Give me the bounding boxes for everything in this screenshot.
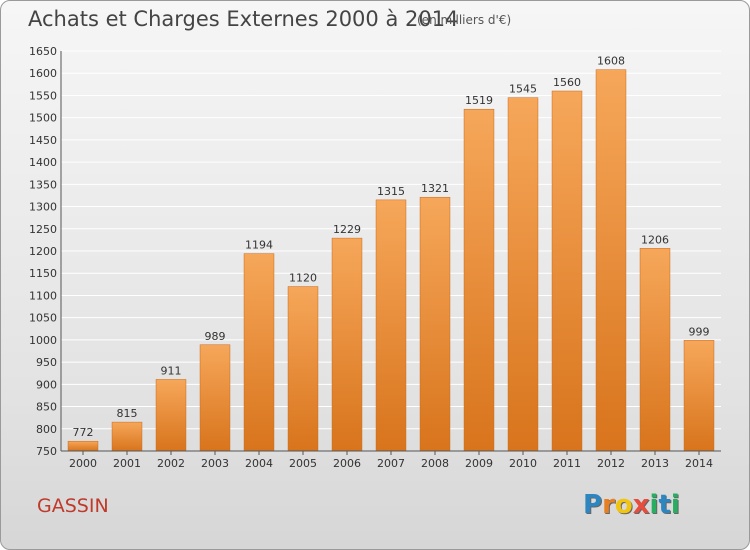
y-tick-label: 950 [36,356,57,369]
logo-letter: P [583,490,603,520]
bar [639,248,671,452]
y-tick-label: 1600 [29,67,57,80]
y-tick-label: 800 [36,423,57,436]
logo-letter: r [602,490,615,520]
bar [67,440,99,452]
y-tick-label: 1200 [29,245,57,258]
data-label: 1560 [553,76,581,89]
x-tick-label: 2008 [421,457,449,470]
data-label: 1545 [509,83,537,96]
data-label: 772 [73,426,94,439]
x-tick-label: 2004 [245,457,273,470]
bar [507,97,539,452]
bar [551,90,583,452]
bar [375,199,407,452]
bars: 772 815 911 989 1194 1120 1229 1315 1321 1519 1545… [67,55,715,452]
x-tick-label: 2013 [641,457,669,470]
logo-letter: o [614,490,633,520]
y-tick-label: 900 [36,378,57,391]
y-tick-label: 1250 [29,223,57,236]
y-tick-label: 1000 [29,334,57,347]
bar [111,421,143,452]
x-tick-label: 2014 [685,457,713,470]
bar [199,344,231,452]
y-tick-label: 1300 [29,201,57,214]
data-label: 1608 [597,55,625,68]
data-label: 1120 [289,272,317,285]
y-tick-label: 1650 [29,45,57,58]
commune-name: GASSIN [37,495,109,517]
bar [419,196,451,452]
y-tick-label: 1450 [29,134,57,147]
y-tick-label: 750 [36,445,57,458]
bar [243,253,275,452]
data-label: 989 [205,330,226,343]
bar [595,69,627,452]
data-label: 1315 [377,185,405,198]
x-tick-label: 2003 [201,457,229,470]
logo-letter: i [649,490,659,520]
y-tick-label: 1350 [29,178,57,191]
y-tick-label: 1550 [29,89,57,102]
axes: 750 800 850 900 950 1000 1050 1100 1150 1200 1250 1… [29,45,721,470]
bar [331,237,363,452]
x-tick-label: 2010 [509,457,537,470]
x-tick-label: 2005 [289,457,317,470]
bar [155,379,187,452]
data-label: 1206 [641,233,669,246]
x-tick-label: 2009 [465,457,493,470]
y-tick-label: 1400 [29,156,57,169]
logo-letter: i [670,490,680,520]
proxiti-logo[interactable]: Proxiti [583,490,680,520]
bar [683,340,715,452]
data-label: 911 [161,364,182,377]
y-tick-label: 1150 [29,267,57,280]
x-tick-label: 2011 [553,457,581,470]
x-tick-label: 2007 [377,457,405,470]
y-tick-label: 1500 [29,112,57,125]
logo-letter: t [658,490,671,520]
chart-title: Achats et Charges Externes 2000 à 2014 [28,7,459,31]
x-tick-label: 2000 [69,457,97,470]
data-label: 1519 [465,94,493,107]
data-label: 815 [117,407,138,420]
bar [463,108,495,452]
y-tick-label: 1050 [29,312,57,325]
data-label: 1229 [333,223,361,236]
data-label: 999 [689,325,710,338]
x-tick-label: 2006 [333,457,361,470]
bar [287,286,319,452]
x-tick-label: 2002 [157,457,185,470]
x-tick-label: 2012 [597,457,625,470]
x-tick-label: 2001 [113,457,141,470]
y-tick-label: 850 [36,401,57,414]
unit-note: (en milliers d'€) [417,13,512,27]
logo-letter: x [632,490,650,520]
data-label: 1194 [245,239,273,252]
y-tick-label: 1100 [29,289,57,302]
data-label: 1321 [421,182,449,195]
